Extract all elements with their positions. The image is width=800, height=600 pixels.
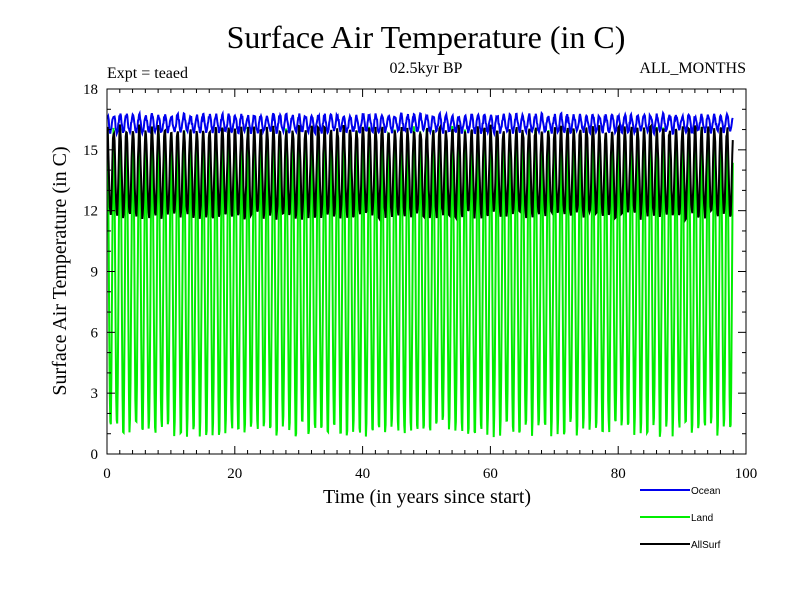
series-line-ocean	[106, 109, 734, 138]
y-tick-label: 18	[83, 82, 98, 98]
y-tick-label: 3	[91, 386, 99, 402]
series-layer	[106, 109, 734, 438]
months-label: ALL_MONTHS	[639, 60, 746, 77]
series-line-allsurf	[106, 122, 734, 223]
y-tick-label: 9	[91, 265, 99, 281]
legend-label-land: Land	[691, 513, 713, 524]
y-axis-label: Surface Air Temperature (in C)	[49, 146, 71, 395]
legend-label-ocean: Ocean	[691, 486, 720, 497]
x-tick-label: 60	[483, 466, 498, 482]
x-tick-label: 100	[735, 466, 758, 482]
legend-label-allsurf: AllSurf	[691, 540, 721, 551]
legend: Ocean Land AllSurf	[640, 486, 721, 551]
axes: 0 20 40 60 80 100 0 3 6 9 12 15 18	[83, 82, 757, 482]
x-axis-label: Time (in years since start)	[323, 486, 531, 508]
x-tick-label: 80	[611, 466, 626, 482]
y-tick-label: 0	[91, 447, 99, 463]
x-tick-label: 0	[103, 466, 111, 482]
y-tick-label: 6	[91, 325, 99, 341]
chart-title: Surface Air Temperature (in C)	[227, 19, 626, 55]
x-tick-label: 40	[355, 466, 370, 482]
experiment-label: Expt = teaed	[107, 65, 188, 82]
y-tick-label: 12	[83, 204, 98, 220]
x-tick-label: 20	[227, 466, 242, 482]
y-tick-label: 15	[83, 143, 98, 159]
period-label: 02.5kyr BP	[390, 60, 463, 77]
